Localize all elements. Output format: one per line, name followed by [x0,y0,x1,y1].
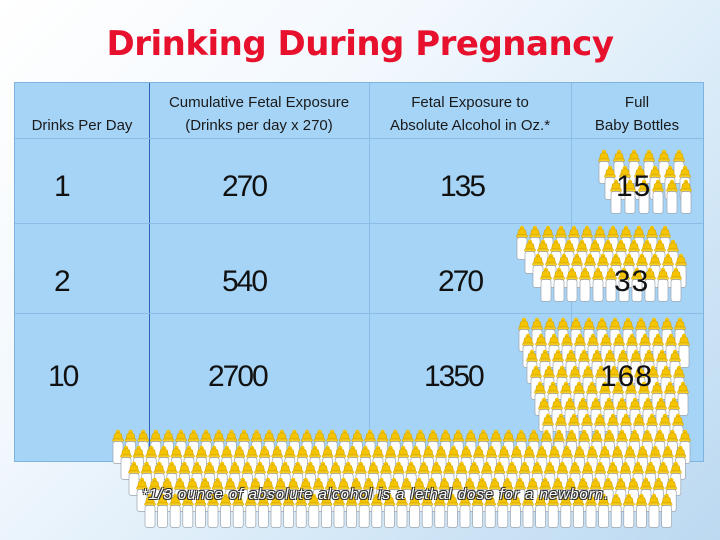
baby-bottle-icon [669,461,682,496]
baby-bottle-icon [622,493,635,528]
baby-bottle-icon [614,477,627,512]
row-1-drinks: 1 [54,170,71,203]
column-divider [149,83,150,461]
data-table: Drinks Per Day Cumulative Fetal Exposure… [14,82,704,462]
row-divider [15,223,703,224]
baby-bottle-icon [660,493,673,528]
baby-bottle-icon [665,477,678,512]
column-divider [369,83,370,461]
baby-bottle-icon [652,477,665,512]
row-1-ounces: 135 [440,170,486,203]
baby-bottle-icon [627,477,640,512]
header-cumulative-exposure: Cumulative Fetal Exposure (Drinks per da… [168,94,350,134]
row-divider [15,138,703,139]
row-2-drinks: 2 [54,265,71,298]
row-divider [15,313,703,314]
row-3-ounces: 1350 [424,360,485,393]
row-2-bottles: 33 [614,265,650,298]
row-3-drinks: 10 [48,360,79,393]
baby-bottle-icon [610,493,623,528]
baby-bottle-icon [657,461,670,496]
row-3-bottles: 168 [600,360,654,393]
header-absolute-alcohol: Fetal Exposure to Absolute Alcohol in Oz… [389,94,551,134]
baby-bottle-icon [648,493,660,528]
baby-bottle-icon [644,461,657,496]
header-drinks-per-day: Drinks Per Day [31,117,133,134]
row-1-bottles: 15 [616,170,652,203]
column-divider [571,83,572,461]
baby-bottle-icon [128,461,140,496]
baby-bottle-icon [619,461,632,496]
baby-bottle-icon [635,493,648,528]
header-baby-bottles: Full Baby Bottles [594,94,680,134]
row-2-ounces: 270 [438,265,484,298]
row-1-exposure: 270 [222,170,268,203]
baby-bottle-icon [632,461,644,496]
slide-title: Drinking During Pregnancy [106,24,614,64]
row-3-exposure: 2700 [208,360,269,393]
footnote: *1/3 ounce of absolute alcohol is a leth… [142,486,610,503]
row-2-exposure: 540 [222,265,268,298]
baby-bottle-icon [640,477,652,512]
